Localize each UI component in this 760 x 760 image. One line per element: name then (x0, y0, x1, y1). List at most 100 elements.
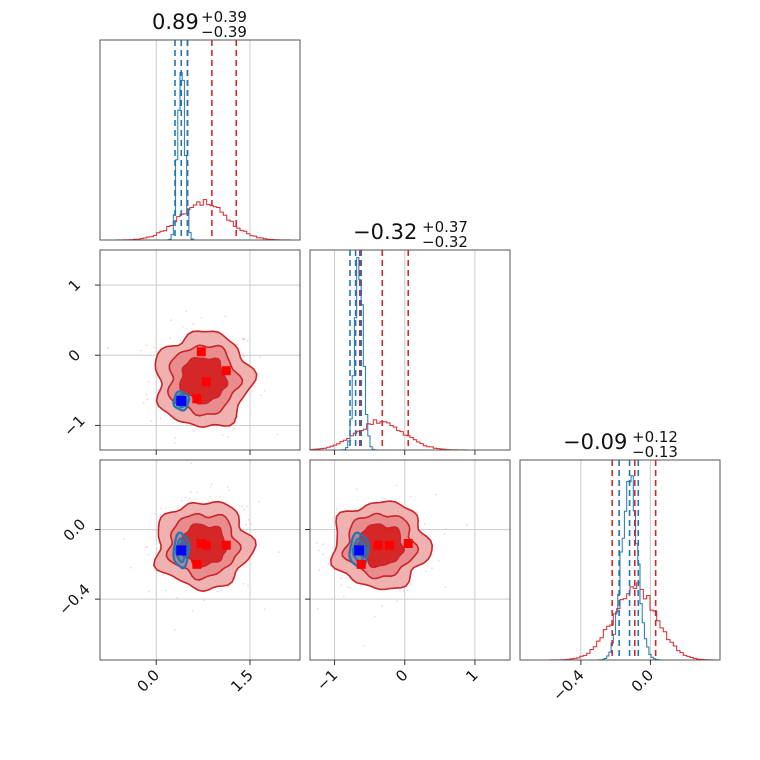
sample-dot (342, 595, 345, 598)
sample-dot (243, 508, 245, 511)
panel-content (107, 310, 279, 453)
y-tick-label: −0.4 (55, 580, 93, 618)
y-tick-label: −1 (60, 412, 88, 440)
sample-dot (181, 325, 184, 328)
x-tick-label: 0 (392, 666, 411, 685)
sample-dot (437, 559, 440, 562)
sample-dot (276, 433, 279, 436)
x-tick-label: 1.5 (227, 666, 257, 696)
sample-dot (174, 436, 177, 439)
red-marker (196, 347, 206, 357)
y-tick-label: 1 (65, 276, 84, 295)
sample-dot (164, 507, 167, 510)
sample-dot (145, 393, 148, 396)
hist-content (310, 250, 510, 450)
panel-frame (309, 459, 511, 661)
red-histogram (520, 582, 720, 660)
sample-dot (210, 483, 213, 485)
red-marker (403, 538, 413, 548)
sample-dot (170, 319, 172, 322)
sample-dot (159, 417, 162, 420)
sample-dot (398, 589, 401, 592)
sample-dot (189, 497, 191, 499)
sample-dot (355, 488, 358, 490)
sample-dot (242, 353, 244, 355)
sample-dot (317, 607, 319, 610)
sample-dot (147, 553, 150, 556)
sample-dot (340, 577, 342, 580)
sample-dot (174, 629, 176, 631)
sample-dot (147, 590, 150, 593)
sample-dot (219, 495, 221, 498)
sample-dot (164, 589, 167, 592)
sample-dot (415, 511, 418, 514)
sample-dot (381, 604, 383, 607)
sample-dot (260, 394, 262, 397)
title-value-1: −0.32 (353, 220, 417, 244)
sample-dot (209, 485, 212, 488)
sample-dot (146, 545, 149, 548)
sample-dot (176, 581, 179, 584)
sample-dot (139, 349, 142, 352)
blue-histogram (520, 475, 720, 660)
sample-dot (160, 507, 162, 510)
red-marker (196, 538, 206, 548)
title-param-0: 0.89 +0.39 −0.39 (152, 8, 247, 41)
sample-dot (228, 489, 230, 492)
hist-content (520, 460, 720, 660)
sample-dot (363, 644, 366, 647)
sample-dot (194, 451, 196, 453)
sample-dot (395, 600, 398, 603)
sample-dot (146, 398, 149, 401)
blue-marker (354, 545, 365, 556)
x-tick-label: 0.0 (628, 666, 658, 696)
sample-dot (190, 491, 192, 494)
sample-dot (129, 566, 132, 569)
sample-dot (206, 500, 209, 503)
title-minus-0: −0.39 (201, 23, 247, 41)
red-marker (201, 540, 211, 550)
panel-2-0 (99, 459, 301, 661)
sample-dot (243, 355, 245, 358)
sample-dot (434, 493, 437, 496)
sample-dot (190, 462, 193, 465)
sample-dot (321, 553, 324, 555)
sample-dot (155, 383, 158, 385)
x-tick-label: −1 (313, 666, 341, 694)
sample-dot (247, 584, 249, 587)
sample-dot (236, 343, 238, 346)
y-tick-label: 0 (65, 346, 84, 365)
sample-dot (406, 589, 409, 592)
hist-panel-0 (99, 39, 301, 241)
red-marker (356, 559, 366, 569)
sample-dot (154, 512, 157, 515)
panel-frame (99, 459, 301, 661)
red-marker (192, 394, 202, 404)
title-plus-2: +0.12 (632, 428, 678, 446)
sample-dot (402, 590, 405, 592)
sample-dot (181, 499, 183, 502)
sample-dot (191, 610, 194, 612)
sample-dot (224, 315, 227, 318)
sample-dot (192, 323, 194, 326)
sample-dot (162, 574, 164, 577)
sample-dot (409, 496, 412, 499)
title-plus-0: +0.39 (201, 8, 247, 26)
sample-dot (259, 356, 261, 359)
sample-dot (445, 527, 448, 530)
blue-histogram (310, 257, 510, 450)
red-marker (201, 377, 211, 387)
red-histogram (310, 419, 510, 450)
sample-dot (374, 615, 376, 618)
sample-dot (263, 608, 266, 611)
sample-dot (431, 567, 433, 570)
sample-dot (249, 413, 252, 416)
sample-dot (221, 434, 224, 437)
sample-dot (444, 586, 447, 589)
sample-dot (322, 543, 324, 546)
sample-dot (184, 496, 187, 498)
sample-dot (203, 599, 205, 602)
sample-dot (318, 569, 321, 571)
red-histogram (100, 199, 300, 240)
